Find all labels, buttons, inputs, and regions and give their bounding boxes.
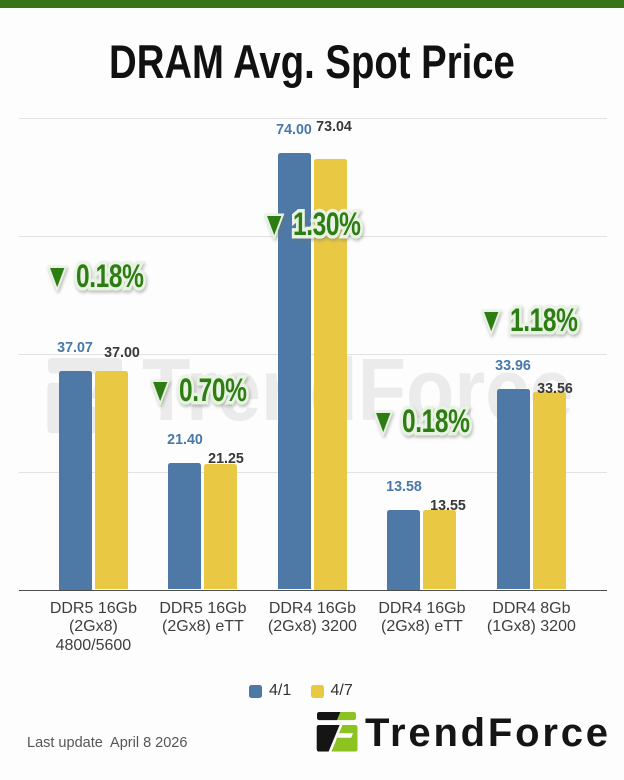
- x-axis-label-group4: DDR4 16Gb (2Gx8) eTT: [378, 600, 466, 636]
- legend-item-4-1: 4/1: [249, 682, 291, 700]
- value-label-4-1-group3: 74.00: [276, 121, 313, 139]
- chart-legend: 4/1 4/7: [0, 680, 624, 700]
- bar-4-1-group2: [168, 463, 202, 590]
- value-label-4-1-group4: 13.58: [386, 477, 422, 495]
- bar-4-1-group3: [277, 153, 311, 590]
- value-label-4-7-group1: 37.00: [103, 344, 140, 362]
- x-axis-label-group3: DDR4 16Gb (2Gx8) 3200: [267, 600, 357, 636]
- trendforce-logo: TrendForce: [316, 712, 611, 757]
- value-label-4-1-group5: 33.96: [495, 357, 532, 375]
- legend-label-4-7: 4/7: [330, 682, 353, 699]
- change-annotation-group1: ▼ ▼ 0.18% 0.18%: [48, 256, 146, 297]
- gridline-60: [19, 235, 607, 237]
- bar-4-1-group4: [387, 509, 421, 590]
- bar-4-7-group3: [313, 159, 347, 590]
- value-label-4-1-group2: 21.40: [167, 431, 203, 449]
- change-annotation-group2: ▼ ▼ 0.70% 0.70%: [151, 370, 249, 411]
- trendforce-logo-icon: [316, 712, 358, 757]
- page-title: DRAM Avg. Spot Price: [109, 35, 515, 88]
- bar-4-7-group2: [204, 464, 238, 590]
- down-triangle-icon: ▼ ▼: [48, 259, 66, 293]
- down-triangle-icon: ▼ ▼: [374, 404, 392, 438]
- x-axis-label-group1: DDR5 16Gb (2Gx8) 4800/5600: [49, 600, 137, 654]
- down-triangle-icon: ▼ ▼: [265, 207, 283, 241]
- bar-4-7-group1: [94, 371, 128, 590]
- trendforce-logo-text: TrendForce: [365, 711, 611, 755]
- value-label-4-7-group4: 13.55: [430, 496, 467, 514]
- change-annotation-group5: ▼ ▼ 1.18% 1.18%: [482, 300, 580, 341]
- top-accent-bar: [0, 0, 624, 8]
- value-label-4-7-group5: 33.56: [537, 379, 573, 397]
- value-label-4-7-group3: 73.04: [316, 118, 353, 135]
- x-axis-label-group2: DDR5 16Gb (2Gx8) eTT: [159, 600, 247, 636]
- legend-swatch-4-7: [310, 684, 324, 698]
- last-update-text: Last update April 8 2026: [27, 735, 188, 751]
- value-label-4-1-group1: 37.07: [57, 339, 94, 356]
- legend-swatch-4-1: [249, 684, 262, 698]
- bar-4-1-group5: [496, 389, 530, 590]
- gridline-20: [19, 471, 607, 473]
- bar-4-1-group1: [58, 371, 92, 590]
- gridline-80: [19, 118, 607, 119]
- down-triangle-icon: ▼ ▼: [151, 373, 169, 407]
- value-label-4-7-group2: 21.25: [208, 450, 245, 468]
- bar-4-7-group4: [423, 509, 457, 590]
- gridline-40: [19, 353, 607, 355]
- bar-4-7-group5: [532, 391, 566, 590]
- x-axis-label-group5: DDR4 8Gb (1Gx8) 3200: [486, 600, 576, 636]
- legend-item-4-7: 4/7: [310, 682, 353, 700]
- change-annotation-group3: ▼ ▼ 1.30% 1.30%: [265, 204, 363, 245]
- x-axis-line: [19, 589, 607, 591]
- legend-label-4-1: 4/1: [269, 682, 292, 699]
- change-annotation-group4: ▼ ▼ 0.18% 0.18%: [374, 401, 472, 442]
- down-triangle-icon: ▼ ▼: [482, 303, 500, 337]
